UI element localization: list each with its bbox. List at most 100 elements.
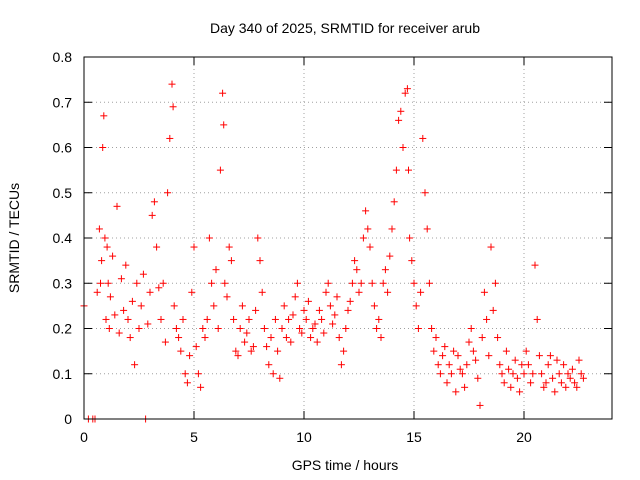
data-point [478,334,486,342]
data-point [498,370,506,378]
data-point [353,266,361,274]
data-point [131,361,139,369]
data-point [148,211,156,219]
x-tick-label: 5 [190,429,198,445]
data-point [540,383,548,391]
data-point [377,334,385,342]
y-tick-label: 0.6 [53,140,73,156]
x-tick-label: 0 [80,429,88,445]
data-point [494,334,502,342]
data-point [320,329,328,337]
data-point [441,343,449,351]
data-point [212,266,220,274]
data-point [105,325,113,332]
x-tick-labels: 0 5 10 15 20 [80,429,532,445]
data-point [529,370,537,378]
data-point [551,388,559,396]
data-point [520,370,528,378]
data-point [287,338,295,346]
data-point [101,234,109,242]
data-point [183,379,191,387]
data-point [351,257,359,265]
data-point [575,356,583,364]
data-point [344,306,352,314]
data-point [480,288,488,296]
data-point [573,383,581,391]
data-point [346,297,354,305]
data-point [337,361,345,369]
data-point [221,279,229,287]
data-point [474,374,482,382]
data-point [542,379,550,387]
data-point [135,325,143,332]
data-point [267,334,275,342]
data-point [223,293,231,301]
data-point [265,361,273,369]
data-point [137,302,145,310]
data-point [397,107,405,115]
data-point [249,343,257,351]
x-tick-label: 20 [516,429,532,445]
data-point [458,370,466,378]
data-point [186,352,194,360]
data-point [373,325,381,332]
data-point [348,279,356,287]
data-point [201,334,209,342]
y-tick-label: 0 [64,411,72,427]
data-point [109,252,117,260]
data-point [428,325,436,332]
data-point [106,293,114,301]
data-point [489,306,497,314]
data-point [260,325,268,332]
y-tick-labels: 0 0.1 0.2 0.3 0.4 0.5 0.6 0.7 0.8 [53,49,73,427]
data-point [197,383,205,391]
chart-title: Day 340 of 2025, SRMTID for receiver aru… [210,20,480,36]
data-point [245,315,253,323]
data-point [111,311,119,319]
data-point [157,315,165,323]
data-point [414,325,422,332]
data-point [568,365,576,373]
data-point [401,89,409,97]
data-point [153,243,161,251]
data-point [278,325,286,332]
data-point [126,334,134,342]
data-point [421,189,429,197]
data-point [340,347,348,355]
data-point [280,302,288,310]
data-point [408,257,416,265]
data-point [210,302,218,310]
data-point [333,293,341,301]
data-point [491,279,499,287]
data-point [535,352,543,360]
data-point [463,361,471,369]
data-point [199,325,207,332]
data-point [241,338,249,346]
data-point [219,89,227,97]
data-point [362,207,370,215]
data-point [256,257,264,265]
data-point [410,279,418,287]
y-tick-label: 0.7 [53,94,73,110]
data-point [269,370,277,378]
data-point [335,334,343,342]
data-point [214,325,222,332]
data-point [315,306,323,314]
y-tick-label: 0.5 [53,185,73,201]
data-point [282,334,290,342]
y-tick-label: 0.4 [53,230,73,246]
data-point [243,329,251,337]
data-point [505,365,513,373]
data-point [263,343,271,351]
y-tick-label: 0.8 [53,49,73,65]
data-point [216,166,224,174]
data-point [390,198,398,206]
data-point [406,234,414,242]
data-point [434,361,442,369]
data-point [509,370,517,378]
data-point [496,361,504,369]
data-point [238,302,246,310]
data-point [311,320,319,328]
data-point [128,297,136,305]
